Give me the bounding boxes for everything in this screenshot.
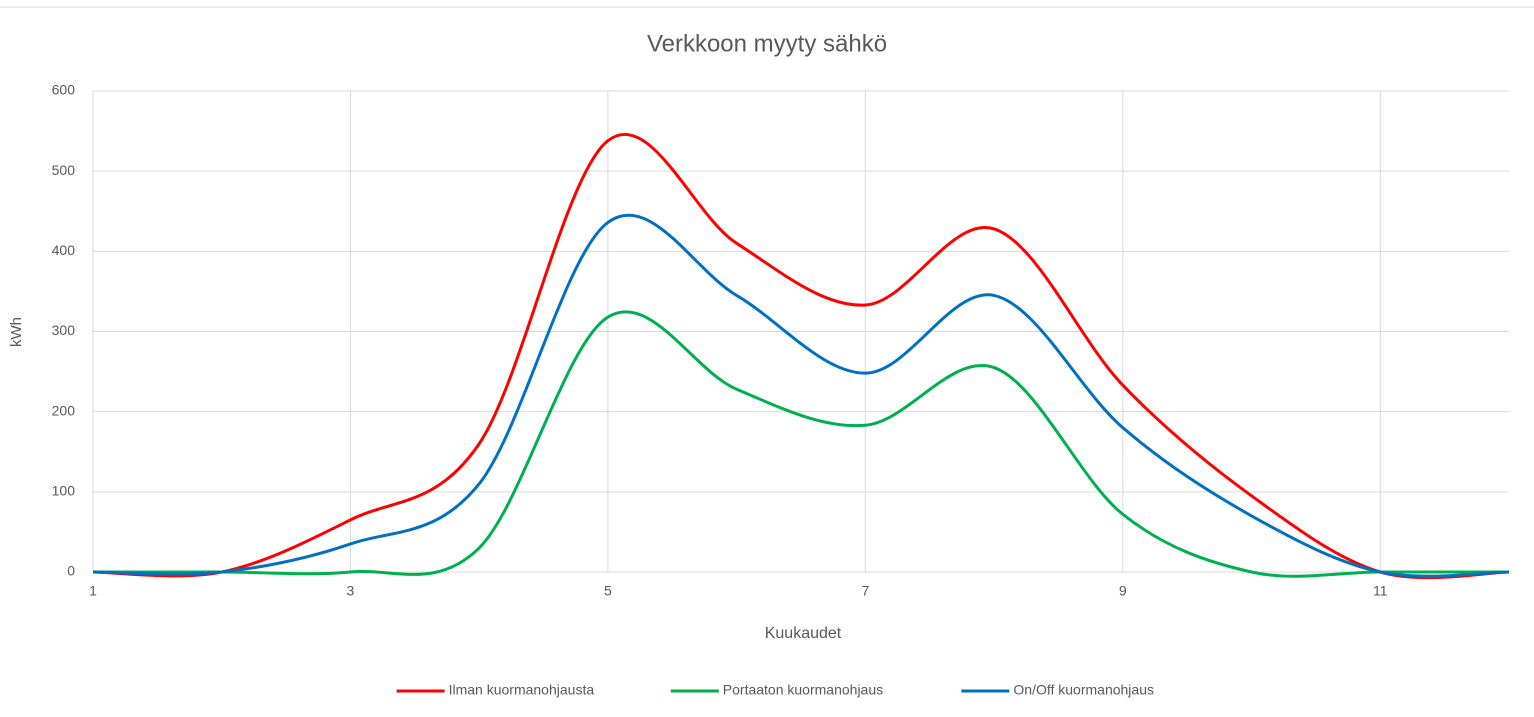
series-line: [92, 132, 1510, 580]
y-tick-label: 200: [52, 402, 76, 418]
y-axis-label: kWh: [8, 317, 25, 347]
x-axis-label: Kuukaudet: [765, 625, 842, 642]
y-tick-label: 300: [52, 322, 76, 338]
y-tick-label: 600: [52, 82, 76, 98]
x-tick-label: 9: [1119, 583, 1127, 599]
x-tick-label: 7: [861, 583, 869, 599]
legend-label: Portaaton kuormanohjaus: [723, 682, 883, 698]
chart-title: Verkkoon myyty sähkö: [647, 30, 887, 57]
y-tick-label: 500: [52, 162, 76, 178]
x-tick-label: 3: [347, 583, 355, 599]
x-tick-label: 1: [89, 583, 97, 599]
y-tick-label: 0: [67, 563, 75, 579]
legend-label: Ilman kuormanohjausta: [449, 682, 595, 698]
y-tick-label: 400: [52, 242, 76, 258]
series-line: [92, 213, 1510, 578]
series-line: [92, 310, 1509, 578]
x-tick-label: 11: [1373, 583, 1388, 599]
legend-label: On/Off kuormanohjaus: [1013, 682, 1154, 698]
x-tick-label: 5: [604, 583, 612, 599]
y-tick-label: 100: [52, 483, 76, 499]
